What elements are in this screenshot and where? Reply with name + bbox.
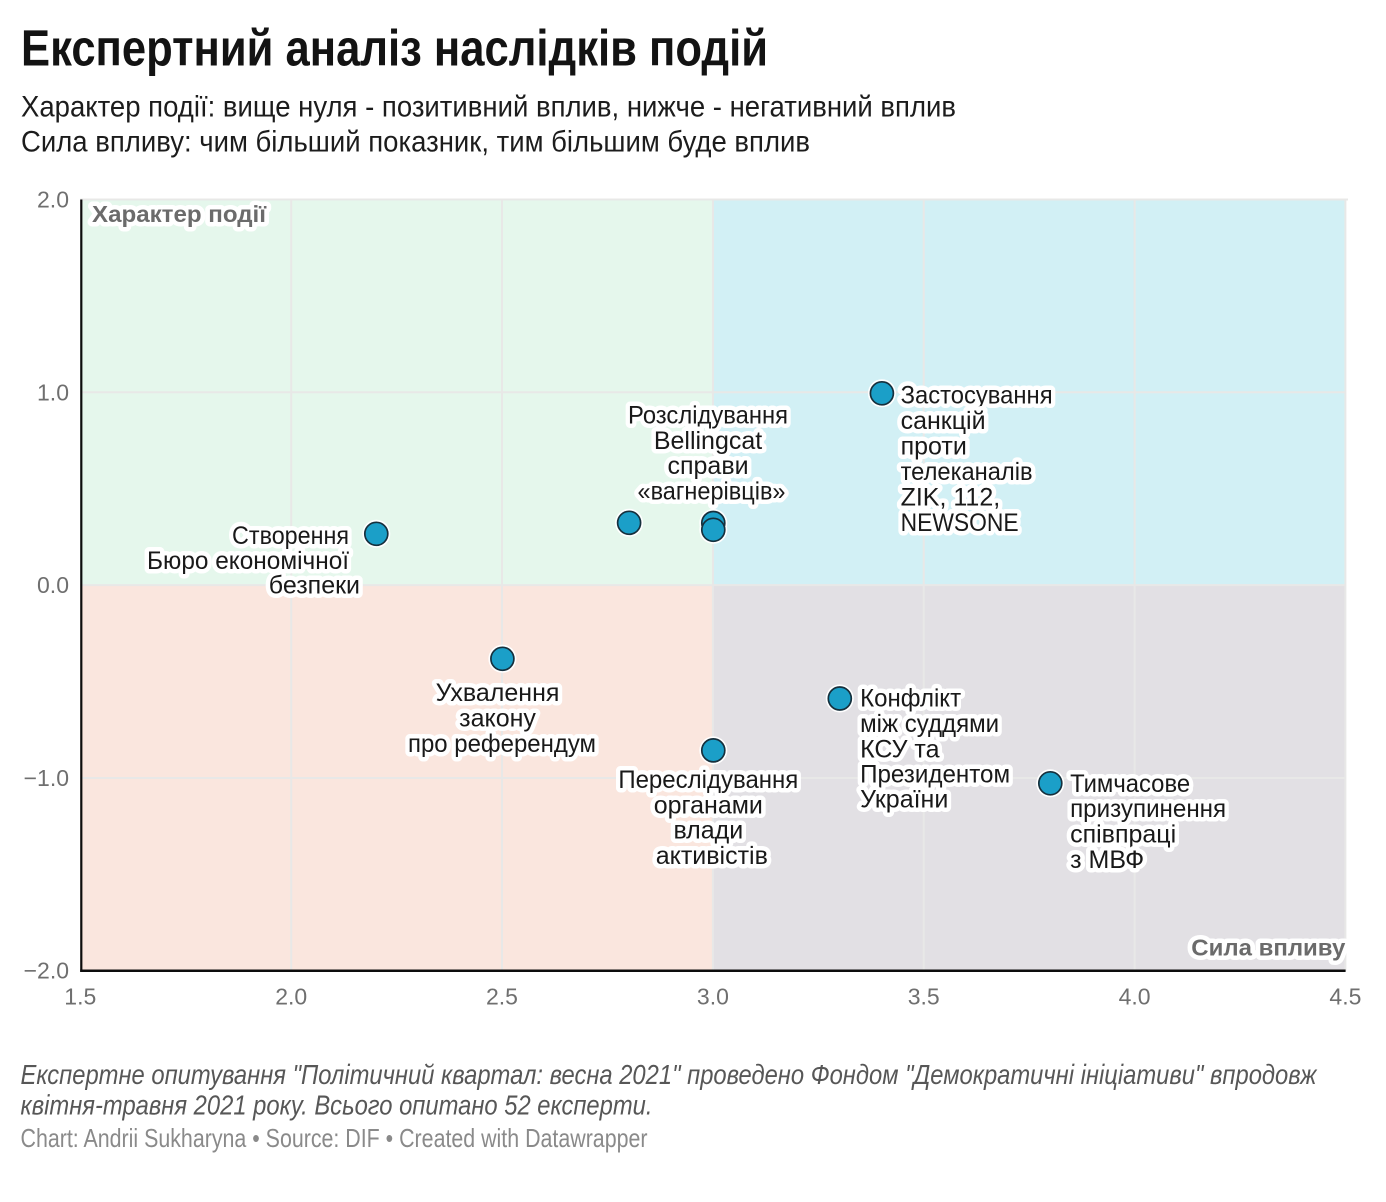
svg-text:Ухвалення закону п: Ухвалення закону про референдум <box>408 679 596 758</box>
svg-text:2.0: 2.0 <box>275 984 307 1010</box>
svg-text:Переслідування органами: Переслідування органами влади активістів <box>618 766 805 870</box>
svg-text:2.0: 2.0 <box>37 187 69 213</box>
svg-text:3.5: 3.5 <box>908 984 940 1010</box>
svg-text:1.5: 1.5 <box>64 984 96 1010</box>
svg-text:Сила впливу: Сила впливу <box>1191 935 1345 961</box>
svg-text:Створення Бюро економічн: Створення Бюро економічної безпеки <box>147 522 360 600</box>
svg-text:Сила впливу: чим більший показ: Сила впливу: чим більший показник, тим б… <box>21 126 810 159</box>
svg-text:1.0: 1.0 <box>37 379 69 405</box>
svg-text:квітня-травня 2021 року. Всьог: квітня-травня 2021 року. Всього опитано … <box>21 1089 653 1120</box>
svg-text:2.5: 2.5 <box>486 984 518 1010</box>
svg-text:Конфлікт між суддями: Конфлікт між суддями КСУ та Президентом … <box>860 685 1017 814</box>
svg-text:−2.0: −2.0 <box>24 958 69 984</box>
svg-text:Розслідування Bellingcat: Розслідування Bellingcat справи «вагнері… <box>628 402 795 506</box>
svg-text:Chart: Andrii Sukharyna • Sour: Chart: Andrii Sukharyna • Source: DIF • … <box>21 1123 648 1153</box>
svg-text:Характер події: Характер події <box>92 201 267 227</box>
svg-text:4.5: 4.5 <box>1329 984 1361 1010</box>
svg-text:−1.0: −1.0 <box>24 765 69 791</box>
svg-text:Експертний аналіз наслідків по: Експертний аналіз наслідків подій <box>21 20 768 77</box>
svg-text:Експертне опитування "Політичн: Експертне опитування "Політичний квартал… <box>21 1059 1318 1090</box>
svg-text:0.0: 0.0 <box>37 572 69 598</box>
svg-text:Характер події: вище нуля - по: Характер події: вище нуля - позитивний в… <box>21 91 956 124</box>
svg-text:3.0: 3.0 <box>697 984 729 1010</box>
svg-text:Тимчасове призупинення: Тимчасове призупинення співпраці з МВФ <box>1070 770 1233 874</box>
svg-text:4.0: 4.0 <box>1119 984 1151 1010</box>
svg-text:Застосування санкцій: Застосування санкцій проти телеканалів Z… <box>901 381 1060 537</box>
